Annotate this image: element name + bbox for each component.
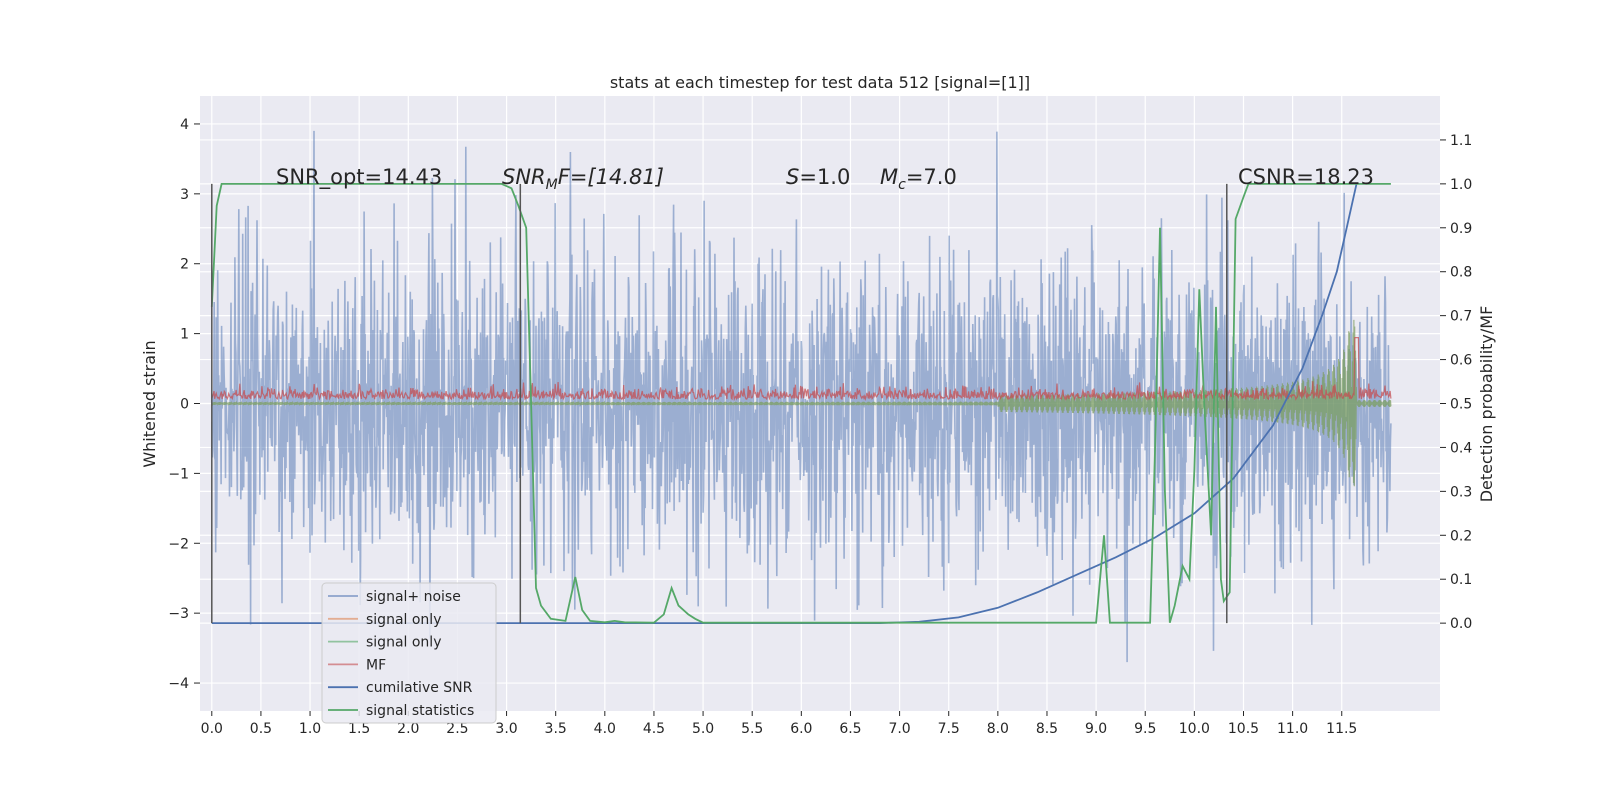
y-tick-label: 2 (180, 257, 189, 273)
x-tick-label: 3.5 (545, 721, 567, 737)
x-tick-label: 10.0 (1179, 721, 1210, 737)
y-tick-label: −1 (168, 466, 189, 482)
x-tick-label: 6.0 (790, 721, 812, 737)
legend-entry: signal only (328, 635, 441, 651)
y2-tick-label: 1.0 (1450, 177, 1472, 193)
y2-tick-label: 0.0 (1450, 616, 1472, 632)
mf-line (211, 337, 1392, 402)
annotation-snr-mf: SNRMF=[14.81] (502, 165, 664, 193)
x-tick-label: 10.5 (1228, 721, 1259, 737)
y-tick-label: −2 (168, 536, 189, 552)
mc-value: =7.0 (906, 165, 957, 189)
legend-label: cumilative SNR (366, 680, 473, 696)
legend-label: signal only (366, 635, 441, 651)
snr-mf-subscript: M (546, 177, 558, 193)
legend-box (321, 582, 497, 724)
x-tick-label: 2.0 (397, 721, 419, 737)
chart-title: stats at each timestep for test data 512… (610, 73, 1030, 92)
line-path (210, 183, 1391, 624)
s-symbol: S (786, 165, 799, 189)
y-tick-label: 4 (180, 117, 189, 133)
legend-entry: cumilative SNR (328, 680, 473, 696)
x-tick-label: 6.5 (839, 721, 861, 737)
x-tick-label: 8.0 (987, 721, 1009, 737)
series-signal-statistics-5 (210, 183, 1391, 624)
legend-entry: signal+ noise (328, 589, 461, 605)
x-tick-label: 7.0 (888, 721, 910, 737)
snr-mf-suffix: F=[14.81] (558, 165, 664, 189)
legend-label: MF (366, 657, 386, 673)
y2-tick-label: 0.7 (1450, 309, 1472, 325)
y2-tick-label: 0.3 (1450, 484, 1472, 500)
y-tick-label: −4 (168, 676, 189, 692)
y2-tick-label: 0.6 (1450, 353, 1472, 369)
y2-tick-label: 0.8 (1450, 265, 1472, 281)
legend-entry: MF (328, 657, 386, 673)
x-tick-label: 7.5 (938, 721, 960, 737)
x-tick-label: 11.0 (1277, 721, 1308, 737)
series-cumilative-snr-4 (211, 183, 1358, 624)
annotation-s: S=1.0 (786, 165, 850, 189)
legend-label: signal only (366, 612, 441, 628)
y2-tick-label: 0.9 (1450, 221, 1472, 237)
y2-axis-label: Detection probability/MF (1477, 306, 1496, 503)
vertical-markers (211, 183, 1228, 624)
y-axis-label: Whitened strain (140, 340, 159, 467)
x-tick-label: 1.0 (299, 721, 321, 737)
legend-label: signal+ noise (366, 589, 461, 605)
y-tick-label: 1 (180, 327, 189, 343)
x-tick-label: 4.5 (643, 721, 665, 737)
s-value: =1.0 (799, 165, 850, 189)
x-tick-label: 5.0 (692, 721, 714, 737)
legend-entry: signal statistics (328, 703, 474, 719)
legend-entry: signal only (328, 612, 441, 628)
chirp-line (211, 319, 1392, 487)
x-tick-label: 5.5 (741, 721, 763, 737)
ticks: 0.0 0.5 1.0 1.5 2.0 2.5 3.0 3.5 4.0 4.5 5.0 5.5 6.0 6… (168, 117, 1472, 737)
annotation-snr-opt: SNR_opt=14.43 (276, 165, 442, 190)
y2-tick-label: 0.5 (1450, 397, 1472, 413)
annotation-csnr: CSNR=18.23 (1238, 165, 1374, 189)
x-tick-label: 1.5 (348, 721, 370, 737)
y2-tick-label: 0.1 (1450, 572, 1472, 588)
mc-symbol: M (880, 165, 898, 189)
x-tick-label: 4.0 (594, 721, 616, 737)
y2-tick-label: 0.4 (1450, 440, 1472, 456)
snr-mf-prefix: SNR (502, 165, 546, 189)
x-tick-label: 3.0 (495, 721, 517, 737)
y2-tick-label: 0.2 (1450, 528, 1472, 544)
annotation-mc: Mc=7.0 (880, 165, 957, 193)
x-tick-label: 11.5 (1326, 721, 1357, 737)
x-tick-label: 0.0 (201, 721, 223, 737)
annotations: SNR_opt=14.43 SNRMF=[14.81] S=1.0 Mc=7.0… (276, 165, 1374, 193)
series-layer (210, 130, 1392, 663)
legend-label: signal statistics (366, 703, 474, 719)
series-mf-3 (211, 337, 1392, 402)
legend: signal+ noise signal only signal only MF cum… (321, 582, 497, 724)
y2-tick-label: 1.1 (1450, 133, 1472, 149)
x-tick-label: 9.5 (1134, 721, 1156, 737)
y-tick-label: 0 (180, 397, 189, 413)
mc-subscript: c (898, 177, 906, 193)
y-tick-label: −3 (168, 606, 189, 622)
line-path (211, 183, 1358, 624)
x-tick-label: 8.5 (1036, 721, 1058, 737)
series-signal-only-2 (211, 319, 1392, 487)
y-tick-label: 3 (180, 187, 189, 203)
x-tick-label: 9.0 (1085, 721, 1107, 737)
x-tick-label: 2.5 (446, 721, 468, 737)
x-tick-label: 0.5 (250, 721, 272, 737)
